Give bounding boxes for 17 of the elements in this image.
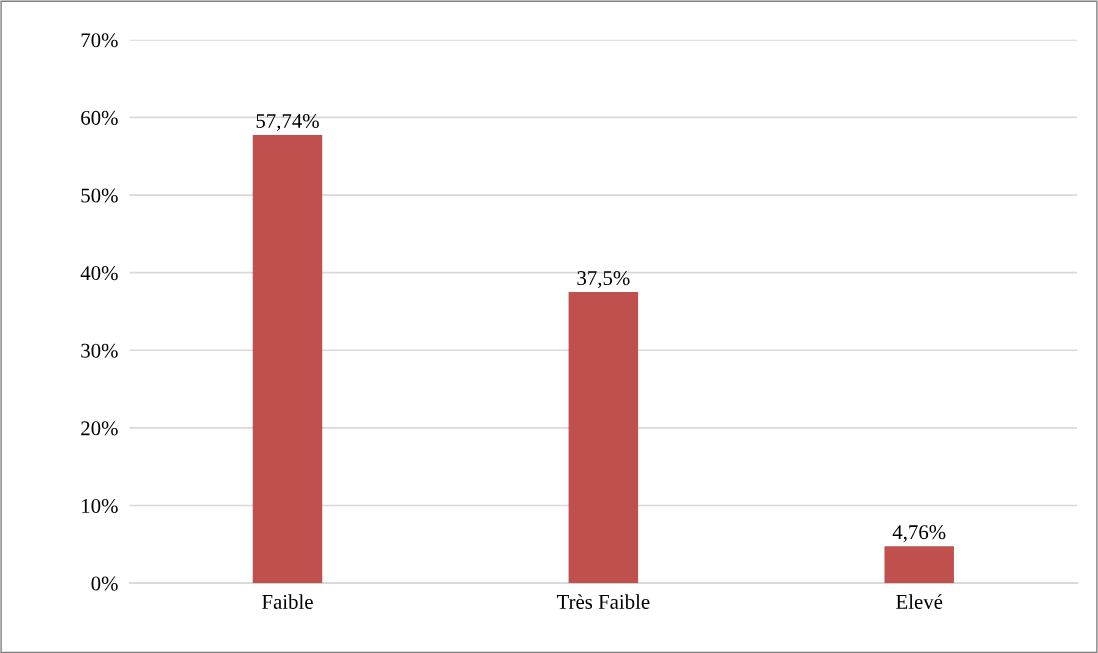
y-tick-label: 40% <box>80 266 118 281</box>
bar <box>252 134 323 584</box>
y-tick-label: 50% <box>81 188 118 203</box>
y-tick-label: 30% <box>81 343 118 358</box>
x-tick-label: Elevé <box>896 594 943 609</box>
y-tick-label: 20% <box>81 421 118 436</box>
data-label: 4,76% <box>892 525 946 543</box>
y-tick-label: 70% <box>81 33 118 48</box>
y-tick-label: 60% <box>81 110 118 125</box>
y-tick-label: 0% <box>91 576 118 591</box>
data-label: 57,74% <box>256 113 319 131</box>
x-tick-label: Très Faible <box>556 594 650 609</box>
x-tick-label: Faible <box>262 594 313 609</box>
bar <box>884 546 954 584</box>
data-label: 37,5% <box>577 271 630 289</box>
y-tick-label: 10% <box>82 498 118 514</box>
bar <box>568 292 639 584</box>
